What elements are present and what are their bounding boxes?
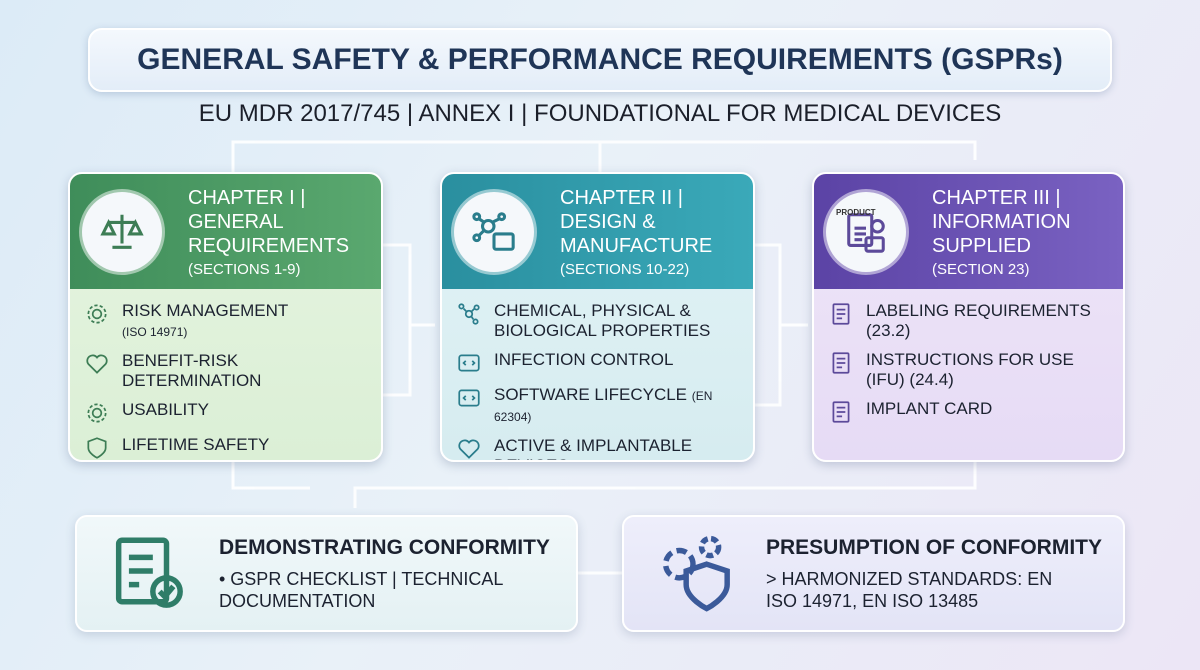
item-label: ACTIVE & IMPLANTABLE DEVICES [494,436,693,460]
icon [458,389,480,407]
icon [472,211,515,251]
item: INSTRUCTIONS FOR USE (IFU) (24.4) [828,350,1109,390]
icon [832,352,850,374]
icon [662,535,730,612]
item-label: BENEFIT-RISK DETERMINATION [122,351,262,390]
item-label: RISK MANAGEMENT [122,301,289,320]
chapter-header: CHAPTER I | GENERAL REQUIREMENTS (SECTION… [70,174,381,289]
item-text: IMPLANT CARD [866,399,992,419]
item: BENEFIT-RISK DETERMINATION [84,351,367,391]
conformity-icon [652,530,734,617]
chapter-heading: CHAPTER I | GENERAL REQUIREMENTS (SECTION… [188,186,378,278]
conformity-title: DEMONSTRATING CONFORMITY [219,535,550,559]
chapter-card: CHAPTER I | GENERAL REQUIREMENTS (SECTION… [68,172,383,462]
item: USABILITY [84,400,367,426]
icon [832,303,850,325]
icon [100,214,144,249]
chapter-title: CHAPTER II | DESIGN & MANUFACTURE [560,186,713,257]
item-text: BENEFIT-RISK DETERMINATION [122,351,367,391]
chapter-icon: PRODUCT [826,191,906,272]
item: CHEMICAL, PHYSICAL & BIOLOGICAL PROPERTI… [456,301,739,341]
item: LABELING REQUIREMENTS (23.2) [828,301,1109,341]
item-label: INSTRUCTIONS FOR USE (IFU) (24.4) [866,350,1074,389]
chapter-sections: (SECTION 23) [932,260,1030,278]
item-text: LIFETIME SAFETY [122,435,269,455]
item: LIFETIME SAFETY [84,435,367,460]
item-note: (EN 62304) [494,389,713,424]
item-text: LABELING REQUIREMENTS (23.2) [866,301,1109,341]
item-text: SOFTWARE LIFECYCLE (EN 62304) [494,385,739,427]
icon [115,537,183,608]
icon [847,212,885,253]
item-text: RISK MANAGEMENT (ISO 14971) [122,301,288,342]
chapter-heading: CHAPTER III | INFORMATION SUPPLIED (SECTI… [932,186,1122,278]
icon [86,354,108,374]
conformity-icon [105,530,187,617]
conformity-detail: • GSPR CHECKLIST | TECHNICAL DOCUMENTATI… [219,568,503,611]
item-label: INFECTION CONTROL [494,350,674,369]
top-connector [231,140,977,172]
item-text: CHEMICAL, PHYSICAL & BIOLOGICAL PROPERTI… [494,301,739,341]
item-note: (ISO 14971) [122,325,188,339]
conformity-detail: > HARMONIZED STANDARDS: EN ISO 14971, EN… [766,568,1053,611]
connector [383,243,435,397]
icon-label: PRODUCT [836,207,876,217]
connector [231,462,977,508]
conformity-text: PRESUMPTION OF CONFORMITY > HARMONIZED ST… [766,536,1102,612]
icon [87,437,107,459]
item-text: USABILITY [122,400,209,420]
conformity-box: PRESUMPTION OF CONFORMITY > HARMONIZED ST… [622,515,1125,632]
item-label: LABELING REQUIREMENTS (23.2) [866,301,1091,340]
title: GENERAL SAFETY & PERFORMANCE REQUIREMENT… [88,28,1112,92]
chapter-icon [454,191,534,272]
chapter-card: CHAPTER II | DESIGN & MANUFACTURE (SECTIO… [440,172,755,462]
item-label: USABILITY [122,400,209,419]
chapter-header: CHAPTER II | DESIGN & MANUFACTURE (SECTIO… [442,174,753,289]
icon [458,303,480,325]
item: ACTIVE & IMPLANTABLE DEVICES [456,436,739,460]
chapter-items: RISK MANAGEMENT (ISO 14971) BENEFIT-RISK D… [70,289,381,460]
chapter-heading: CHAPTER II | DESIGN & MANUFACTURE (SECTIO… [560,186,750,278]
icon [87,304,107,324]
item: IMPLANT CARD [828,399,1109,425]
item-text: INFECTION CONTROL [494,350,673,370]
chapter-header: PRODUCT CHAPTER III | INFORMATION SUPPLIE… [814,174,1123,289]
chapter-icon [82,191,162,272]
chapter-card: PRODUCT CHAPTER III | INFORMATION SUPPLIE… [812,172,1125,462]
item: SOFTWARE LIFECYCLE (EN 62304) [456,385,739,427]
icon [832,401,850,423]
item: RISK MANAGEMENT (ISO 14971) [84,301,367,342]
item-label: IMPLANT CARD [866,399,993,418]
item-label: LIFETIME SAFETY [122,435,270,454]
conformity-text: DEMONSTRATING CONFORMITY • GSPR CHECKLIST… [219,536,550,612]
item-text: INSTRUCTIONS FOR USE (IFU) (24.4) [866,350,1109,390]
item-label: SOFTWARE LIFECYCLE [494,385,688,404]
item: INFECTION CONTROL [456,350,739,376]
subtitle: EU MDR 2017/745 | ANNEX I | FOUNDATIONAL… [198,100,1002,127]
icon [458,354,480,372]
chapter-sections: (SECTIONS 10-22) [560,260,690,278]
item-label: CHEMICAL, PHYSICAL & BIOLOGICAL PROPERTI… [494,301,711,340]
icon [87,403,107,423]
connector [755,243,808,407]
chapter-title: CHAPTER I | GENERAL REQUIREMENTS [188,186,350,257]
chapter-items: LABELING REQUIREMENTS (23.2) INSTRUCTIONS… [814,289,1123,446]
chapter-title: CHAPTER III | INFORMATION SUPPLIED [932,186,1071,257]
item-text: ACTIVE & IMPLANTABLE DEVICES [494,436,739,460]
conformity-box: DEMONSTRATING CONFORMITY • GSPR CHECKLIST… [75,515,578,632]
chapter-items: CHEMICAL, PHYSICAL & BIOLOGICAL PROPERTI… [442,289,753,460]
chapter-sections: (SECTIONS 1-9) [188,260,301,278]
conformity-title: PRESUMPTION OF CONFORMITY [766,535,1102,559]
icon [458,439,480,459]
